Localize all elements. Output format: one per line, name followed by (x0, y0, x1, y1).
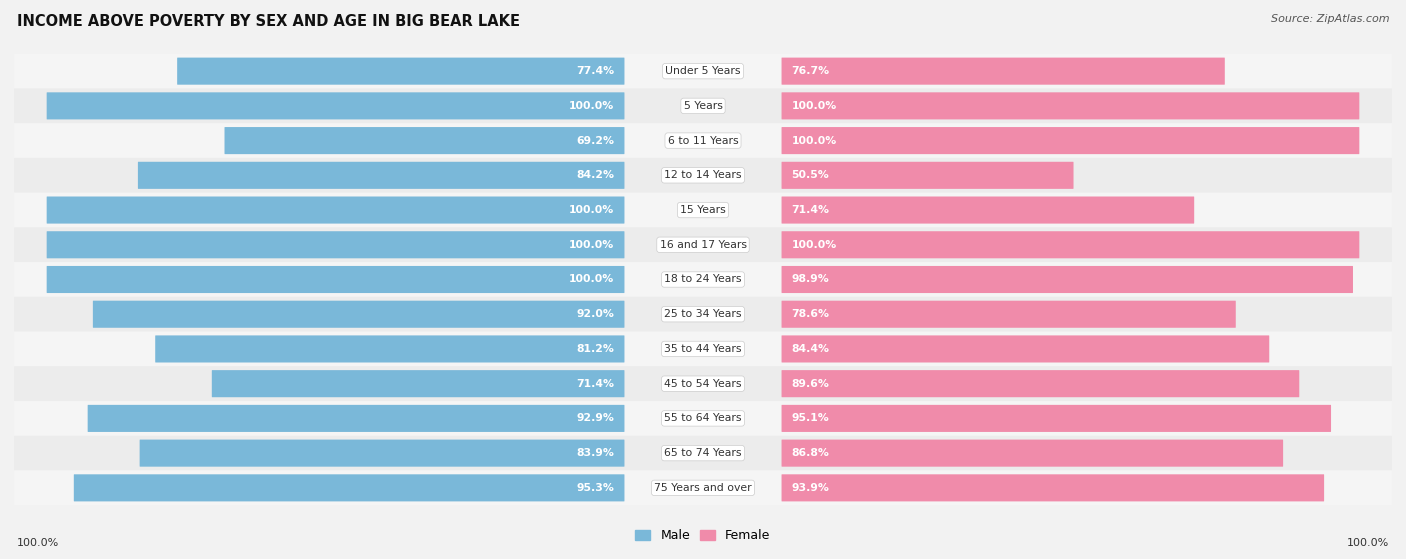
Text: 89.6%: 89.6% (792, 378, 830, 389)
FancyBboxPatch shape (14, 193, 1392, 228)
FancyBboxPatch shape (782, 405, 1331, 432)
Text: 6 to 11 Years: 6 to 11 Years (668, 136, 738, 145)
Text: 86.8%: 86.8% (792, 448, 830, 458)
Text: 83.9%: 83.9% (576, 448, 614, 458)
Text: 95.3%: 95.3% (576, 483, 614, 493)
FancyBboxPatch shape (155, 335, 624, 362)
FancyBboxPatch shape (782, 92, 1360, 120)
Text: 77.4%: 77.4% (576, 66, 614, 76)
Text: 92.9%: 92.9% (576, 414, 614, 423)
FancyBboxPatch shape (14, 88, 1392, 123)
Text: 92.0%: 92.0% (576, 309, 614, 319)
Text: 50.5%: 50.5% (792, 170, 830, 181)
Text: 100.0%: 100.0% (569, 101, 614, 111)
Text: 100.0%: 100.0% (792, 240, 837, 250)
FancyBboxPatch shape (93, 301, 624, 328)
FancyBboxPatch shape (782, 439, 1284, 467)
FancyBboxPatch shape (14, 436, 1392, 471)
FancyBboxPatch shape (14, 366, 1392, 401)
FancyBboxPatch shape (138, 162, 624, 189)
Text: Under 5 Years: Under 5 Years (665, 66, 741, 76)
Text: 84.2%: 84.2% (576, 170, 614, 181)
FancyBboxPatch shape (782, 231, 1360, 258)
FancyBboxPatch shape (14, 471, 1392, 505)
FancyBboxPatch shape (782, 58, 1225, 84)
Text: 45 to 54 Years: 45 to 54 Years (664, 378, 742, 389)
FancyBboxPatch shape (212, 370, 624, 397)
Text: 100.0%: 100.0% (17, 538, 59, 548)
Text: 75 Years and over: 75 Years and over (654, 483, 752, 493)
Text: Source: ZipAtlas.com: Source: ZipAtlas.com (1271, 14, 1389, 24)
Text: 18 to 24 Years: 18 to 24 Years (664, 274, 742, 285)
Text: 25 to 34 Years: 25 to 34 Years (664, 309, 742, 319)
Text: INCOME ABOVE POVERTY BY SEX AND AGE IN BIG BEAR LAKE: INCOME ABOVE POVERTY BY SEX AND AGE IN B… (17, 14, 520, 29)
Text: 100.0%: 100.0% (792, 136, 837, 145)
FancyBboxPatch shape (177, 58, 624, 84)
FancyBboxPatch shape (46, 197, 624, 224)
FancyBboxPatch shape (73, 474, 624, 501)
FancyBboxPatch shape (14, 401, 1392, 436)
Text: 65 to 74 Years: 65 to 74 Years (664, 448, 742, 458)
Text: 95.1%: 95.1% (792, 414, 830, 423)
FancyBboxPatch shape (46, 231, 624, 258)
Text: 5 Years: 5 Years (683, 101, 723, 111)
Text: 12 to 14 Years: 12 to 14 Years (664, 170, 742, 181)
Text: 78.6%: 78.6% (792, 309, 830, 319)
Text: 100.0%: 100.0% (569, 240, 614, 250)
FancyBboxPatch shape (139, 439, 624, 467)
FancyBboxPatch shape (782, 266, 1353, 293)
Text: 93.9%: 93.9% (792, 483, 830, 493)
Text: 76.7%: 76.7% (792, 66, 830, 76)
FancyBboxPatch shape (46, 266, 624, 293)
FancyBboxPatch shape (14, 228, 1392, 262)
Text: 35 to 44 Years: 35 to 44 Years (664, 344, 742, 354)
FancyBboxPatch shape (782, 301, 1236, 328)
FancyBboxPatch shape (782, 197, 1194, 224)
FancyBboxPatch shape (14, 297, 1392, 331)
Text: 81.2%: 81.2% (576, 344, 614, 354)
FancyBboxPatch shape (782, 335, 1270, 362)
Legend: Male, Female: Male, Female (630, 524, 776, 547)
Text: 71.4%: 71.4% (792, 205, 830, 215)
FancyBboxPatch shape (225, 127, 624, 154)
Text: 100.0%: 100.0% (792, 101, 837, 111)
Text: 69.2%: 69.2% (576, 136, 614, 145)
FancyBboxPatch shape (14, 331, 1392, 366)
FancyBboxPatch shape (782, 474, 1324, 501)
FancyBboxPatch shape (14, 123, 1392, 158)
FancyBboxPatch shape (14, 262, 1392, 297)
FancyBboxPatch shape (14, 54, 1392, 88)
FancyBboxPatch shape (782, 127, 1360, 154)
FancyBboxPatch shape (14, 158, 1392, 193)
Text: 100.0%: 100.0% (569, 205, 614, 215)
Text: 84.4%: 84.4% (792, 344, 830, 354)
Text: 100.0%: 100.0% (569, 274, 614, 285)
Text: 71.4%: 71.4% (576, 378, 614, 389)
Text: 55 to 64 Years: 55 to 64 Years (664, 414, 742, 423)
Text: 15 Years: 15 Years (681, 205, 725, 215)
FancyBboxPatch shape (782, 370, 1299, 397)
Text: 100.0%: 100.0% (1347, 538, 1389, 548)
FancyBboxPatch shape (782, 162, 1074, 189)
Text: 16 and 17 Years: 16 and 17 Years (659, 240, 747, 250)
FancyBboxPatch shape (87, 405, 624, 432)
Text: 98.9%: 98.9% (792, 274, 830, 285)
FancyBboxPatch shape (46, 92, 624, 120)
